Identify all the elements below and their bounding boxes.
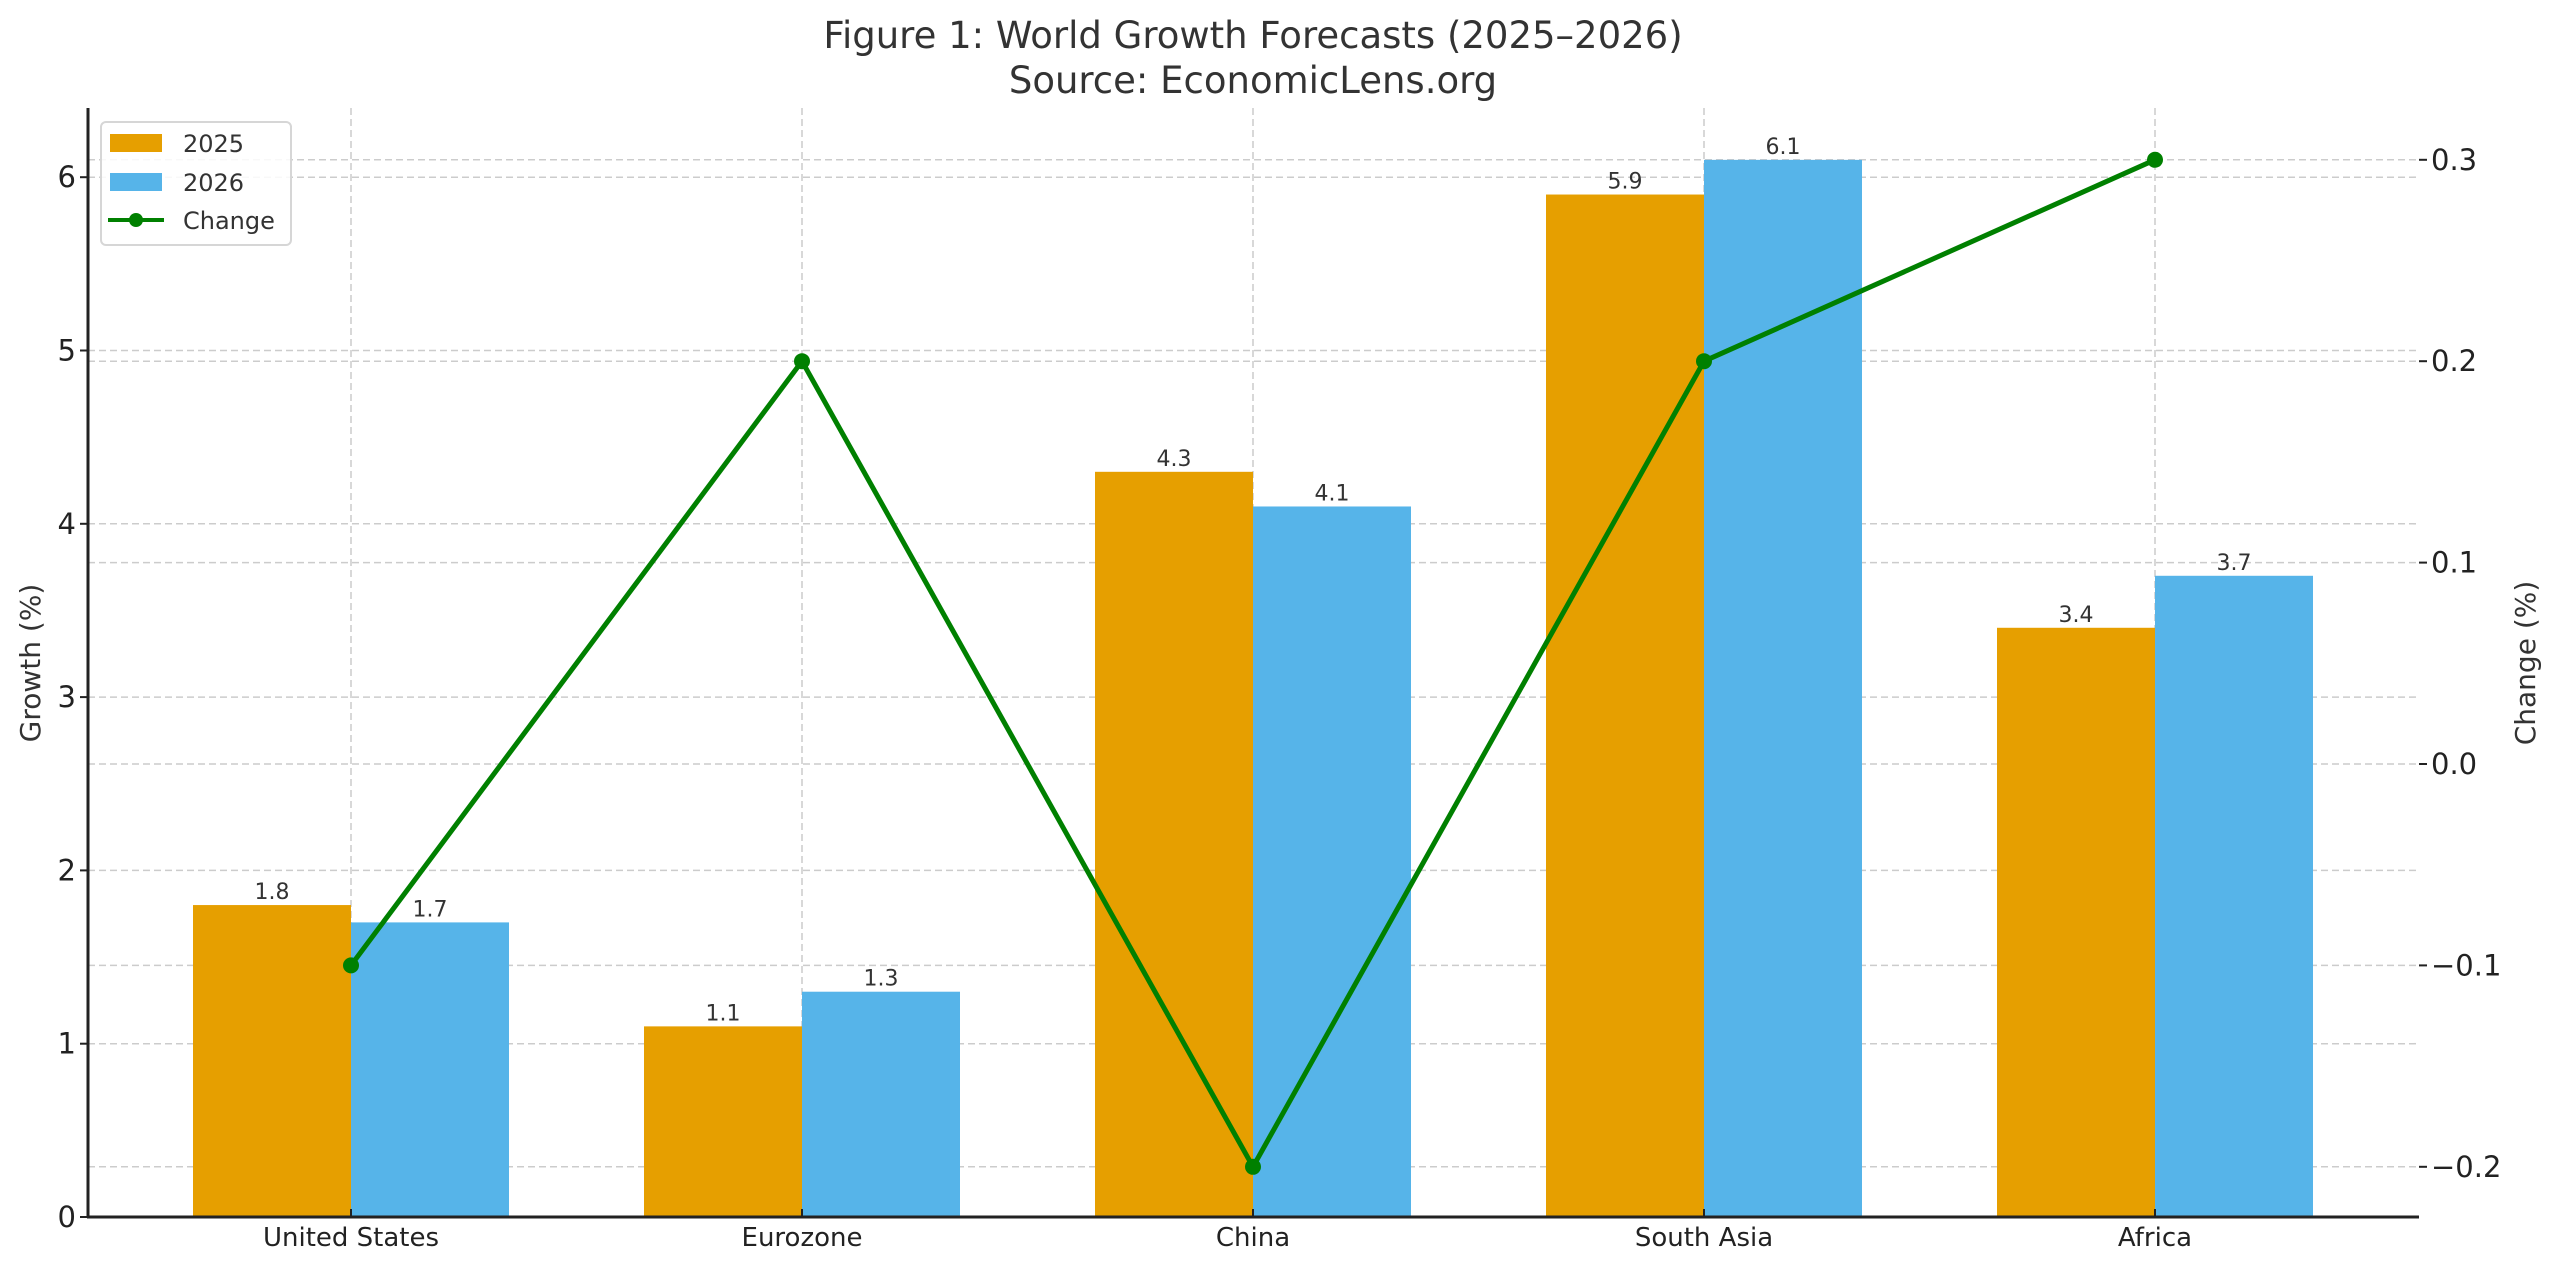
x-tick-label: Africa [2118, 1223, 2192, 1253]
bar-value-label: 3.4 [2059, 603, 2094, 628]
change-point-marker-icon [794, 353, 810, 370]
bar-value-label: 1.1 [706, 1001, 741, 1026]
x-tick-label: South Asia [1635, 1223, 1773, 1253]
bar-value-label: 4.1 [1315, 481, 1350, 506]
left-y-ticks: 0 1 2 3 4 5 6 [58, 160, 88, 1234]
change-line-series [343, 151, 2163, 1175]
bar-value-label: 1.7 [413, 897, 448, 922]
legend: 2025 2026 Change [100, 121, 292, 246]
left-axis-label: Growth (%) [14, 584, 47, 743]
bar-2026 [351, 922, 509, 1217]
chart-subtitle: Source: EconomicLens.org [1009, 59, 1497, 102]
bar-value-label: 1.8 [255, 880, 290, 905]
legend-swatch-2025 [110, 134, 162, 152]
bar-2025 [193, 905, 351, 1217]
x-tick-label: United States [263, 1223, 439, 1253]
change-point-marker-icon [343, 957, 359, 974]
right-y-tick-label: −0.2 [2431, 1150, 2501, 1184]
bar-2026 [1253, 506, 1411, 1218]
legend-marker-change-icon [129, 213, 143, 227]
x-ticks: United States Eurozone China South Asia Afri… [263, 1209, 2192, 1253]
bar-series [193, 159, 2313, 1218]
right-y-tick-label: 0.2 [2431, 344, 2477, 378]
legend-swatch-2026 [110, 173, 162, 191]
bar-value-label: 1.3 [864, 967, 899, 992]
bar-2025 [1997, 627, 2155, 1217]
legend-frame [100, 121, 292, 246]
bar-2025 [1095, 471, 1253, 1217]
bar-value-label: 4.3 [1157, 447, 1192, 472]
x-tick-label: Eurozone [742, 1223, 863, 1253]
chart-title: Figure 1: World Growth Forecasts (2025–2… [823, 14, 1682, 57]
x-tick-label: China [1216, 1223, 1290, 1253]
right-y-tick-label: 0.1 [2431, 546, 2477, 580]
right-y-tick-label: −0.1 [2431, 948, 2501, 982]
legend-label-2026: 2026 [183, 169, 244, 197]
change-point-marker-icon [1245, 1158, 1261, 1175]
y-tick-label: 2 [58, 853, 76, 887]
y-tick-label: 0 [58, 1200, 76, 1234]
change-point-marker-icon [1696, 353, 1712, 370]
bar-value-label: 6.1 [1766, 135, 1801, 160]
right-axis-label: Change (%) [2509, 581, 2542, 746]
change-point-marker-icon [2147, 151, 2163, 168]
y-tick-label: 5 [58, 334, 76, 368]
value-labels: 1.8 1.1 4.3 5.9 3.4 1.7 1.3 4.1 6.1 3.7 [255, 135, 2252, 1027]
y-tick-label: 1 [58, 1027, 76, 1061]
bar-value-label: 5.9 [1608, 170, 1643, 195]
y-tick-label: 3 [58, 680, 76, 714]
y-tick-label: 6 [58, 160, 76, 194]
bar-2025 [644, 1026, 802, 1217]
bar-2026 [802, 991, 960, 1217]
bar-2025 [1546, 194, 1704, 1217]
legend-label-2025: 2025 [183, 130, 244, 158]
right-y-tick-label: 0.0 [2431, 747, 2477, 781]
right-y-ticks: −0.2 −0.1 0.0 0.1 0.2 0.3 [2419, 143, 2501, 1184]
bar-value-label: 3.7 [2217, 551, 2252, 576]
y-tick-label: 4 [58, 507, 76, 541]
bar-2026 [1704, 159, 1862, 1217]
bar-2026 [2155, 575, 2313, 1217]
legend-label-change: Change [183, 207, 275, 235]
right-y-tick-label: 0.3 [2431, 143, 2477, 177]
